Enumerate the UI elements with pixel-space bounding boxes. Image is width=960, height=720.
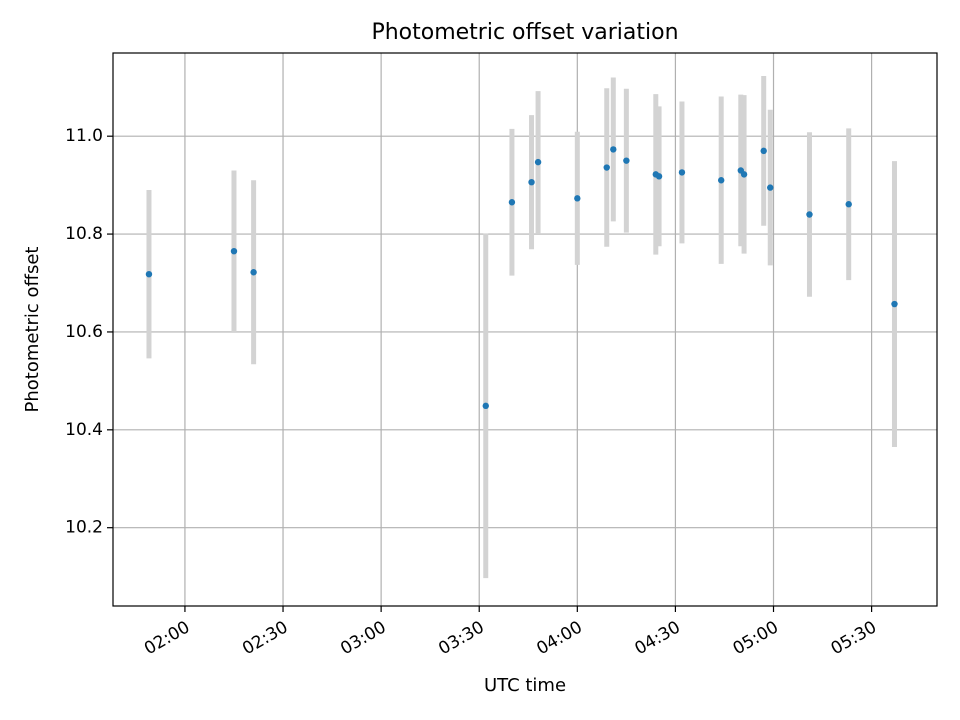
x-tick-label: 04:00 — [533, 617, 585, 659]
data-point — [845, 201, 852, 208]
plot-frame — [112, 52, 938, 607]
data-points — [145, 146, 898, 410]
x-tick-label: 02:00 — [141, 617, 193, 659]
data-point — [655, 173, 663, 180]
data-point — [508, 199, 516, 206]
data-point — [230, 247, 238, 255]
y-tick-label: 10.2 — [65, 518, 103, 538]
data-point — [891, 300, 898, 308]
data-point — [145, 271, 153, 278]
data-point — [767, 184, 774, 191]
data-point — [678, 169, 686, 176]
y-tick-label: 10.8 — [65, 224, 103, 244]
data-point — [806, 211, 813, 218]
data-point — [528, 178, 535, 186]
data-point — [482, 402, 489, 410]
data-point — [250, 269, 257, 276]
data-point — [740, 171, 748, 178]
y-tick-label: 11.0 — [65, 126, 103, 146]
y-axis-label: Photometric offset — [22, 247, 43, 413]
data-point — [610, 146, 617, 153]
x-tick-label: 03:30 — [435, 617, 487, 659]
error-bars — [146, 76, 897, 579]
data-point — [534, 158, 542, 166]
data-point — [623, 157, 630, 164]
x-axis-label: UTC time — [484, 675, 566, 696]
y-tick-label: 10.6 — [65, 322, 103, 342]
data-point — [760, 147, 767, 155]
data-point — [603, 164, 610, 171]
y-tick-label: 10.4 — [65, 420, 103, 440]
x-tick-label: 05:00 — [730, 617, 782, 659]
chart-title: Photometric offset variation — [371, 20, 678, 45]
x-tick-label: 05:30 — [828, 617, 880, 659]
x-axis-ticks: 02:00 02:30 03:00 03:30 04:00 04:30 05:00 05:30 — [141, 606, 880, 659]
x-tick-label: 04:30 — [631, 617, 683, 659]
data-point — [717, 177, 725, 184]
grid-lines — [113, 53, 937, 606]
x-tick-label: 02:30 — [239, 617, 291, 659]
x-tick-label: 03:00 — [337, 617, 389, 659]
y-axis-ticks: 10.2 10.4 10.6 10.8 11.0 — [65, 126, 113, 538]
data-point — [574, 195, 581, 202]
